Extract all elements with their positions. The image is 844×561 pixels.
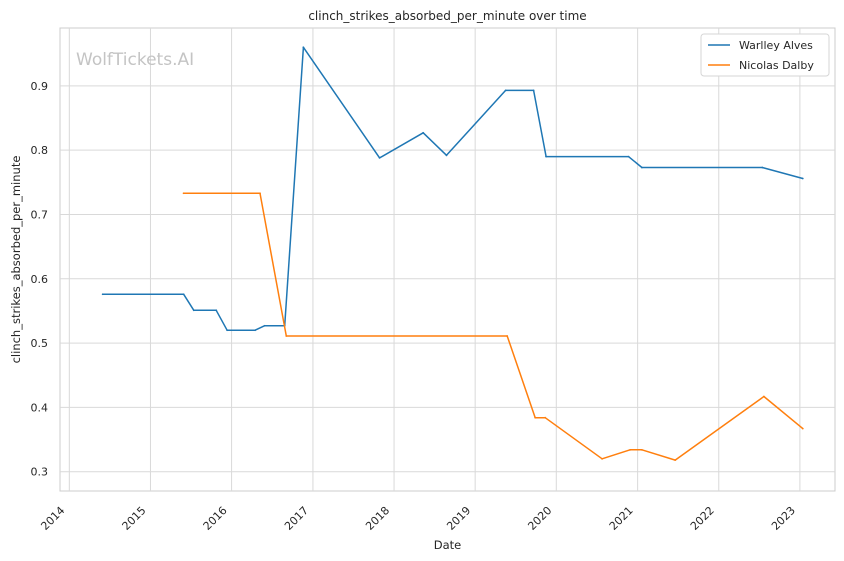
data-point xyxy=(545,155,547,158)
data-point xyxy=(629,448,631,451)
x-tick-label: 2016 xyxy=(201,504,230,533)
grid xyxy=(60,28,835,491)
data-point xyxy=(259,192,261,195)
data-point xyxy=(627,155,630,158)
y-axis-label: clinch_strikes_absorbed_per_minute xyxy=(9,156,23,364)
data-point xyxy=(544,416,547,419)
legend-label-2: Nicolas Dalby xyxy=(739,59,814,72)
y-tick-label: 0.4 xyxy=(31,401,49,414)
y-tick-label: 0.7 xyxy=(31,208,49,221)
data-point xyxy=(640,448,643,451)
data-point xyxy=(285,335,288,337)
data-point xyxy=(445,154,448,157)
data-point xyxy=(182,293,185,296)
series-line-2 xyxy=(183,192,804,461)
x-tick-label: 2017 xyxy=(282,504,311,533)
x-axis-label: Date xyxy=(434,538,462,552)
y-tick-label: 0.3 xyxy=(31,466,49,479)
data-point xyxy=(101,293,104,296)
data-point xyxy=(640,166,643,169)
data-point xyxy=(801,427,804,430)
x-tick-label: 2019 xyxy=(444,504,473,533)
x-tick-label: 2014 xyxy=(38,504,67,533)
data-point xyxy=(226,329,229,332)
data-point xyxy=(532,89,535,92)
x-tick-label: 2020 xyxy=(525,504,554,533)
data-point xyxy=(263,324,266,327)
data-point xyxy=(504,89,507,92)
legend-label-1: Warlley Alves xyxy=(739,39,813,52)
x-tick-label: 2018 xyxy=(363,504,392,533)
data-point xyxy=(762,395,765,398)
series-layer xyxy=(101,46,804,462)
data-point xyxy=(601,457,603,460)
data-point xyxy=(422,131,425,134)
x-tick-label: 2022 xyxy=(688,504,717,533)
y-tick-label: 0.5 xyxy=(31,337,49,350)
data-point xyxy=(192,309,195,312)
data-point xyxy=(801,177,804,180)
legend-box xyxy=(700,33,830,77)
data-point xyxy=(254,329,257,332)
plot-area xyxy=(59,27,836,492)
data-point xyxy=(534,416,537,419)
data-point xyxy=(761,166,764,169)
x-tick-label: 2021 xyxy=(607,504,636,533)
x-tick-label: 2015 xyxy=(120,504,149,533)
data-point xyxy=(182,192,185,195)
y-axis-ticks: 0.3 0.4 0.5 0.6 0.7 0.8 0.9 xyxy=(31,80,49,479)
chart-title: clinch_strikes_absorbed_per_minute over … xyxy=(308,9,586,23)
y-tick-label: 0.8 xyxy=(31,144,49,157)
data-point xyxy=(674,459,677,462)
data-point xyxy=(378,156,381,159)
data-point xyxy=(506,335,509,337)
legend: Warlley Alves Nicolas Dalby xyxy=(700,33,830,77)
data-point xyxy=(302,46,305,49)
data-point xyxy=(215,309,218,312)
x-axis-ticks: 2014 2015 2016 2017 2018 2019 2020 2021 2022 2023 xyxy=(38,504,798,533)
x-tick-label: 2023 xyxy=(769,504,798,533)
y-tick-label: 0.9 xyxy=(31,80,49,93)
y-tick-label: 0.6 xyxy=(31,273,49,286)
watermark: WolfTickets.AI xyxy=(76,50,194,70)
